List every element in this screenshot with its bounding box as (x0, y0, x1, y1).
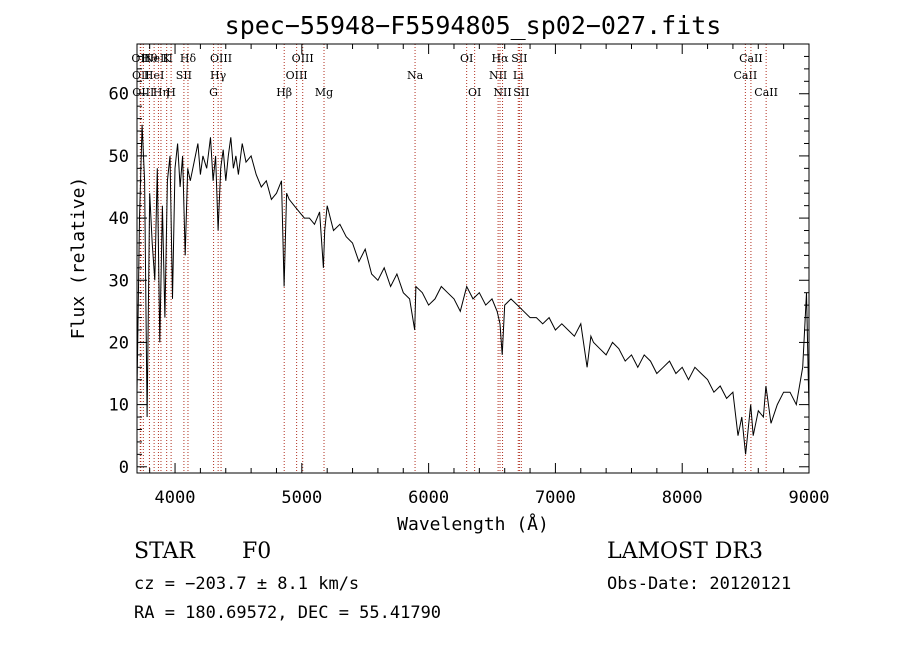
marker-label-5: NeIII (144, 52, 173, 65)
object-type: STAR (134, 539, 195, 564)
marker-label-21: NII (489, 69, 507, 82)
marker-label-10: Hδ (180, 52, 197, 65)
marker-label-16: OIII (292, 52, 314, 65)
marker-label-4: HeI (144, 69, 164, 82)
x-axis-label: Wavelength (Å) (397, 513, 549, 535)
spectrum-line (136, 124, 810, 455)
x-tick-label-3: 7000 (535, 488, 576, 508)
x-tick-label-5: 9000 (789, 488, 830, 508)
observation-date: Obs-Date: 20120121 (607, 574, 792, 594)
marker-label-28: CaII (739, 52, 763, 65)
x-tick-label-2: 6000 (408, 488, 449, 508)
marker-label-3: Hθ (141, 52, 158, 65)
marker-label-7: K (163, 52, 172, 65)
y-axis-ticks: 0 10 20 30 40 50 60 (109, 55, 809, 478)
marker-label-22: Hα (491, 52, 509, 65)
marker-label-0: OII (131, 52, 149, 65)
marker-label-15: OIII (286, 69, 308, 82)
x-tick-label-1: 5000 (281, 488, 322, 508)
x-tick-label-4: 8000 (662, 488, 703, 508)
marker-label-9: SII (176, 69, 192, 82)
marker-label-27: CaII (734, 69, 758, 82)
y-tick-label-4: 40 (109, 209, 129, 229)
marker-label-8: H (166, 86, 176, 99)
marker-label-20: OI (468, 86, 481, 99)
redshift-cz: cz = −203.7 ± 8.1 km/s (134, 574, 360, 594)
y-tick-label-1: 10 (109, 396, 129, 416)
spectrum-series (136, 124, 810, 455)
marker-label-6: Hη (153, 86, 169, 99)
chart-title: spec−55948−F5594805_sp02−027.fits (225, 11, 722, 40)
marker-label-12: Hγ (210, 69, 227, 82)
marker-label-14: Hβ (276, 86, 292, 99)
marker-label-24: Li (513, 69, 524, 82)
sky-coordinates: RA = 180.69572, DEC = 55.41790 (134, 603, 442, 623)
marker-label-2: OIII (132, 86, 154, 99)
emission-line-markers: OIIOIIOIIIHθHeINeIIIHηKHSIIHδGHγOIIIHβOI… (131, 44, 778, 473)
marker-label-11: G (209, 86, 218, 99)
marker-label-18: Na (407, 69, 424, 82)
x-tick-label-0: 4000 (155, 488, 196, 508)
y-tick-label-0: 0 (119, 458, 129, 478)
y-tick-label-5: 50 (109, 147, 129, 167)
plot-frame (136, 43, 810, 474)
y-tick-label-3: 30 (109, 271, 129, 291)
object-subclass: F0 (242, 539, 272, 564)
marker-label-26: SII (513, 86, 529, 99)
y-tick-label-2: 20 (109, 333, 129, 353)
marker-label-19: OI (460, 52, 473, 65)
marker-label-13: OIII (210, 52, 232, 65)
marker-label-25: SII (511, 52, 527, 65)
y-tick-label-6: 60 (109, 85, 129, 105)
marker-label-29: CaII (754, 86, 778, 99)
marker-label-1: OII (132, 69, 150, 82)
marker-label-17: Mg (315, 86, 333, 99)
x-axis-ticks: 4000 5000 6000 7000 8000 9000 (149, 44, 830, 508)
marker-label-23: NII (493, 86, 511, 99)
y-axis-label: Flux (relative) (68, 177, 89, 340)
survey-name: LAMOST DR3 (607, 539, 763, 564)
